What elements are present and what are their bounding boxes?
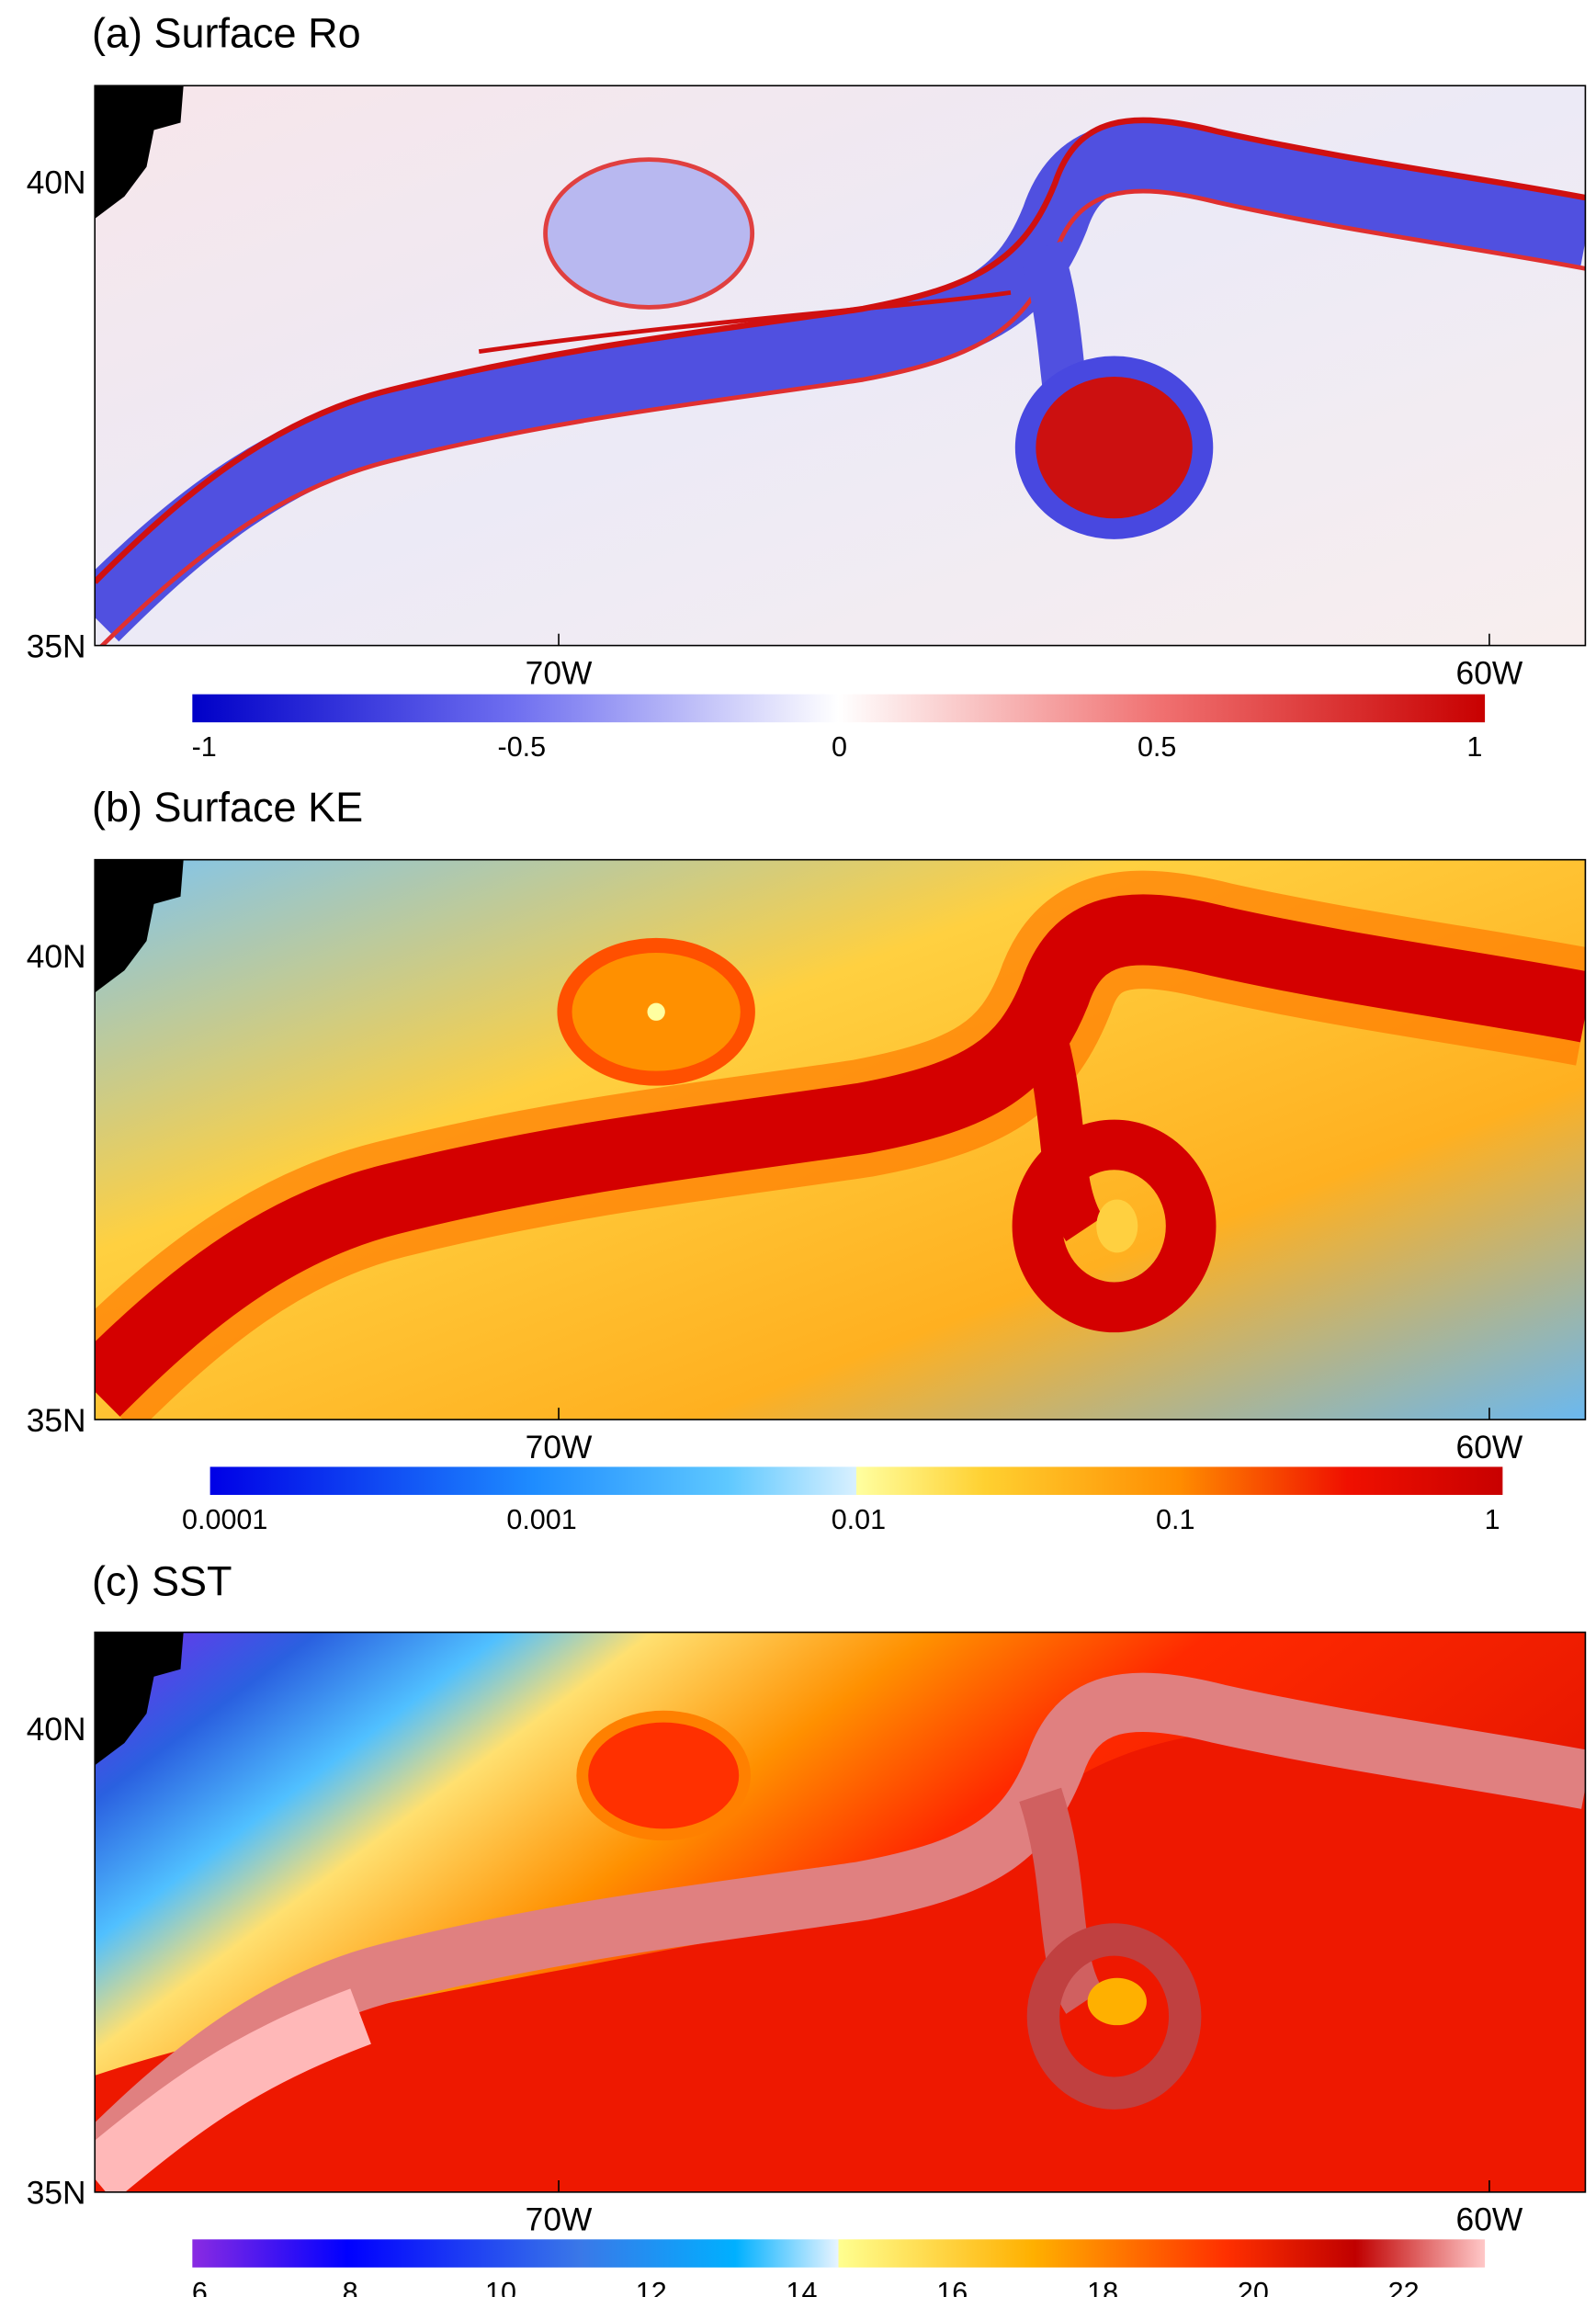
- eddy-core: [647, 1002, 665, 1021]
- colorbar-tick-label: 14: [787, 2277, 818, 2297]
- panel-title: (c) SST: [92, 1557, 232, 1604]
- lon-label: 70W: [526, 2202, 593, 2238]
- map: [95, 85, 1586, 646]
- warm-water: [95, 1726, 1586, 2192]
- current-core: [95, 1988, 371, 2192]
- map-frame: [94, 1631, 1587, 2193]
- colorbar-tick-label: 16: [936, 2277, 968, 2297]
- lon-label: 60W: [1456, 655, 1523, 691]
- colorbar-tick-label: 0.0001: [182, 1504, 267, 1535]
- colorbar-tick-label: 6: [192, 2277, 208, 2297]
- panel-title: (b) Surface KE: [92, 784, 363, 831]
- colorbar-tick-label: 1: [1485, 1504, 1500, 1535]
- map: [95, 1632, 1586, 2192]
- filament: [478, 289, 1012, 355]
- colorbar-tick-label: 10: [485, 2277, 516, 2297]
- lat-label: 40N: [27, 165, 86, 201]
- land: [95, 859, 184, 993]
- colorbar: [192, 2239, 1486, 2268]
- lat-label: 35N: [27, 1403, 86, 1439]
- colorbar-tick-label: 20: [1238, 2277, 1269, 2297]
- current-edge: [98, 188, 1586, 646]
- eddy: [1012, 1119, 1217, 1333]
- colorbar-tick-label: 8: [343, 2277, 358, 2297]
- eddy-core: [1096, 1199, 1138, 1253]
- land: [95, 1632, 184, 1766]
- colorbar: [192, 694, 1486, 723]
- lon-label: 70W: [526, 655, 593, 691]
- current: [95, 121, 1586, 642]
- panel: (b) Surface KE 40N 35N 70W 60W 0.0001 0.001 0.0…: [27, 784, 1587, 1535]
- eddy: [543, 157, 755, 310]
- map-frame: [94, 858, 1587, 1420]
- colorbar: [209, 1466, 1503, 1496]
- colorbar-tick-label: 18: [1087, 2277, 1118, 2297]
- lon-label: 70W: [526, 1430, 593, 1465]
- lon-label: 60W: [1456, 1430, 1523, 1465]
- panel-title: (a) Surface Ro: [92, 9, 361, 56]
- current: [95, 894, 1586, 1417]
- eddy: [1026, 1923, 1202, 2110]
- lat-label: 35N: [27, 2176, 86, 2212]
- lat-label: 35N: [27, 628, 86, 664]
- panel: (c) SST 40N 35N 70W 60W 6 8 10 12 14 16 18 20 22: [27, 1557, 1587, 2297]
- colorbar-tick-label: 1: [1466, 731, 1482, 763]
- eddy-core: [1087, 1977, 1147, 2026]
- map: [95, 859, 1586, 1420]
- colorbar-tick-label: 0.001: [506, 1504, 576, 1535]
- lon-label: 60W: [1456, 2202, 1523, 2238]
- map-frame: [94, 85, 1587, 647]
- colorbar-tick-label: -1: [192, 731, 217, 763]
- eddy: [1014, 356, 1214, 539]
- eddy: [576, 1710, 752, 1841]
- current: [95, 1672, 1586, 2186]
- current-edge: [95, 117, 1586, 584]
- colorbar-tick-label: 0.01: [832, 1504, 886, 1535]
- panel: (a) Surface Ro 40N 35N 70W 60W -1 -0.5 0 0.5 1: [27, 9, 1587, 763]
- lat-label: 40N: [27, 939, 86, 975]
- colorbar-tick-label: 22: [1388, 2277, 1420, 2297]
- colorbar-tick-label: 0.5: [1138, 731, 1176, 763]
- lat-label: 40N: [27, 1712, 86, 1748]
- colorbar-tick-label: 0.1: [1156, 1504, 1194, 1535]
- colorbar-tick-label: 0: [832, 731, 847, 763]
- land: [95, 85, 184, 219]
- meander: [1019, 1787, 1104, 2014]
- colorbar-tick-label: -0.5: [498, 731, 547, 763]
- colorbar-tick-label: 12: [636, 2277, 667, 2297]
